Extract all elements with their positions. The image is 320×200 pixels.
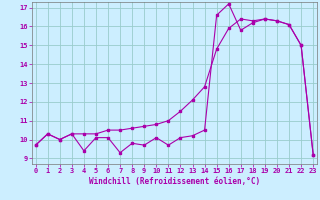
X-axis label: Windchill (Refroidissement éolien,°C): Windchill (Refroidissement éolien,°C) <box>89 177 260 186</box>
